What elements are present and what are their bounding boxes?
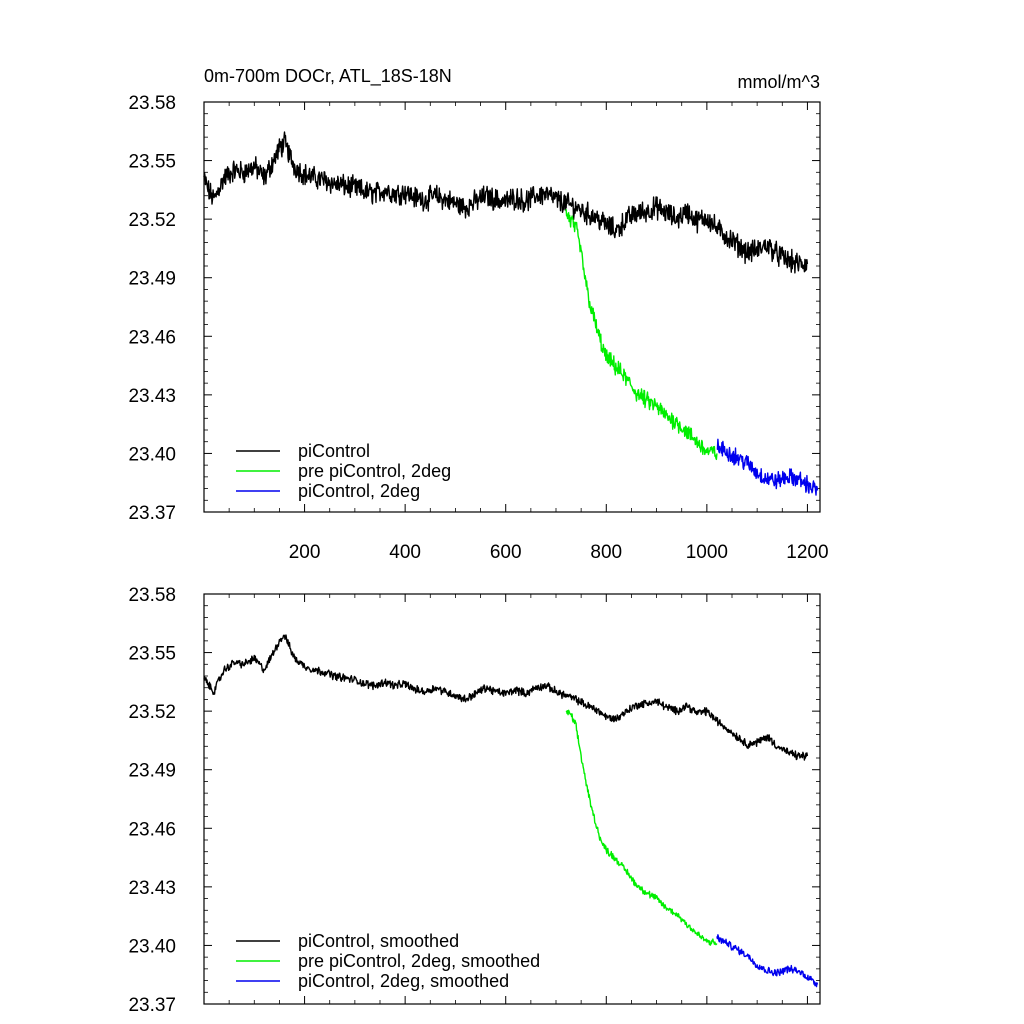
y-tick-label: 23.37 [128,995,176,1016]
y-tick-label: 23.49 [128,269,176,290]
units-label: mmol/m^3 [738,72,820,92]
y-tick-label: 23.43 [128,878,176,899]
series-line-0 [203,131,809,274]
x-tick-label: 800 [590,542,622,563]
y-tick-label: 23.49 [128,761,176,782]
legend-label: piControl, 2deg, smoothed [298,971,509,991]
y-tick-label: 23.58 [128,585,176,606]
y-tick-label: 23.40 [128,936,176,957]
series-line-1 [565,209,718,461]
x-tick-label: 200 [289,542,321,563]
chart-title: 0m-700m DOCr, ATL_18S-18N [204,66,452,87]
series-line-2 [716,934,819,988]
y-tick-label: 23.40 [128,444,176,465]
series-line-2 [716,438,819,496]
y-tick-label: 23.37 [128,503,176,524]
series-line-1 [565,709,718,946]
x-tick-label: 1200 [786,542,828,563]
legend-label: piControl, 2deg [298,481,420,501]
x-tick-label: 600 [490,542,522,563]
y-tick-label: 23.46 [128,819,176,840]
y-tick-label: 23.55 [128,644,176,665]
y-tick-label: 23.46 [128,327,176,348]
legend-label: pre piControl, 2deg [298,461,451,481]
x-tick-label: 400 [389,542,421,563]
y-tick-label: 23.52 [128,210,176,231]
y-tick-label: 23.43 [128,386,176,407]
top-panel: 0m-700m DOCr, ATL_18S-18N mmol/m^3 23.37… [128,66,828,563]
bottom-panel: 23.37 23.40 23.43 23.46 23.49 23.52 23.55 23.58… [128,585,821,1016]
series-line-0 [203,634,809,761]
y-tick-label: 23.55 [128,152,176,173]
x-tick-label: 1000 [686,542,728,563]
y-tick-label: 23.58 [128,93,176,114]
legend-label: pre piControl, 2deg, smoothed [298,951,540,971]
y-tick-label: 23.52 [128,702,176,723]
legend-label: piControl [298,441,370,461]
legend-label: piControl, smoothed [298,931,459,951]
plot-frame [203,101,821,513]
plot-frame [203,593,821,1005]
